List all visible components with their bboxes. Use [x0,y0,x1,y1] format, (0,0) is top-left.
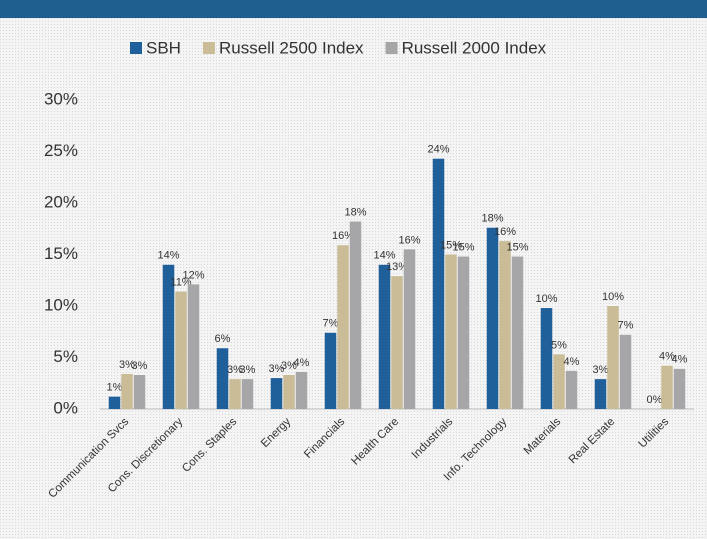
bar [553,354,565,409]
bar [187,284,200,409]
data-label: 10% [602,291,624,303]
bar [607,306,619,409]
data-label: 6% [215,333,231,345]
bar [378,264,391,409]
data-label: 24% [427,144,449,156]
bar [283,375,295,409]
bar [175,291,187,409]
bar [499,241,511,409]
bar [486,227,499,409]
legend-swatch [385,42,398,54]
data-label: 3% [119,359,135,371]
legend-label: Russell 2500 Index [219,38,364,57]
y-tick-label: 0% [53,398,78,417]
legend-label: Russell 2000 Index [402,38,547,57]
data-label: 15% [506,241,528,253]
bar [661,365,673,409]
data-label: 11% [170,276,191,288]
bar [324,332,337,409]
data-label: 3% [227,364,243,376]
data-label: 4% [672,354,688,366]
bar [511,256,524,409]
data-label: 7% [323,318,339,330]
header-band [0,0,707,18]
bar [337,245,349,409]
data-label: 4% [294,357,310,369]
data-label: 15% [440,239,462,251]
legend-swatch [130,42,142,54]
data-label: 3% [240,364,256,376]
bar [270,378,283,409]
data-label: 3% [281,360,297,372]
bar [445,254,457,409]
data-label: 7% [618,320,634,332]
data-label: 16% [332,230,354,242]
bar [121,373,133,409]
bar [432,158,445,409]
bar [216,348,229,409]
data-label: 15% [452,241,474,253]
y-tick-label: 20% [44,192,78,211]
bar [133,375,146,409]
legend-swatch [202,42,215,54]
data-label: 4% [659,351,675,363]
data-label: 4% [564,356,580,368]
data-label: 3% [132,360,148,372]
data-label: 16% [494,226,516,238]
y-tick-label: 5% [53,347,78,366]
bar [403,249,416,409]
y-tick-label: 25% [44,141,78,160]
data-label: 13% [386,261,408,273]
data-label: 10% [535,293,557,305]
bar [349,221,362,409]
data-label: 14% [373,250,395,262]
legend-label: SBH [146,38,181,57]
bar [108,396,121,409]
data-label: 18% [344,206,366,218]
bar [162,264,175,409]
y-tick-label: 30% [44,89,78,108]
y-tick-label: 15% [44,244,78,263]
bar [619,334,632,409]
bar [295,371,308,409]
bar [229,379,241,409]
data-label: 16% [398,234,420,246]
bar [391,276,403,409]
data-label: 1% [107,382,123,394]
bar [565,370,578,409]
data-label: 5% [551,339,567,351]
data-label: 18% [481,213,503,225]
bar [594,379,607,409]
data-label: 3% [269,363,285,375]
data-label: 3% [593,364,609,376]
data-label: 0% [647,394,663,406]
bar [457,256,470,409]
bar [241,379,254,409]
bar [673,368,686,409]
data-label: 12% [182,269,204,281]
bar [540,308,553,409]
y-tick-label: 10% [44,295,78,314]
data-label: 14% [157,250,179,262]
